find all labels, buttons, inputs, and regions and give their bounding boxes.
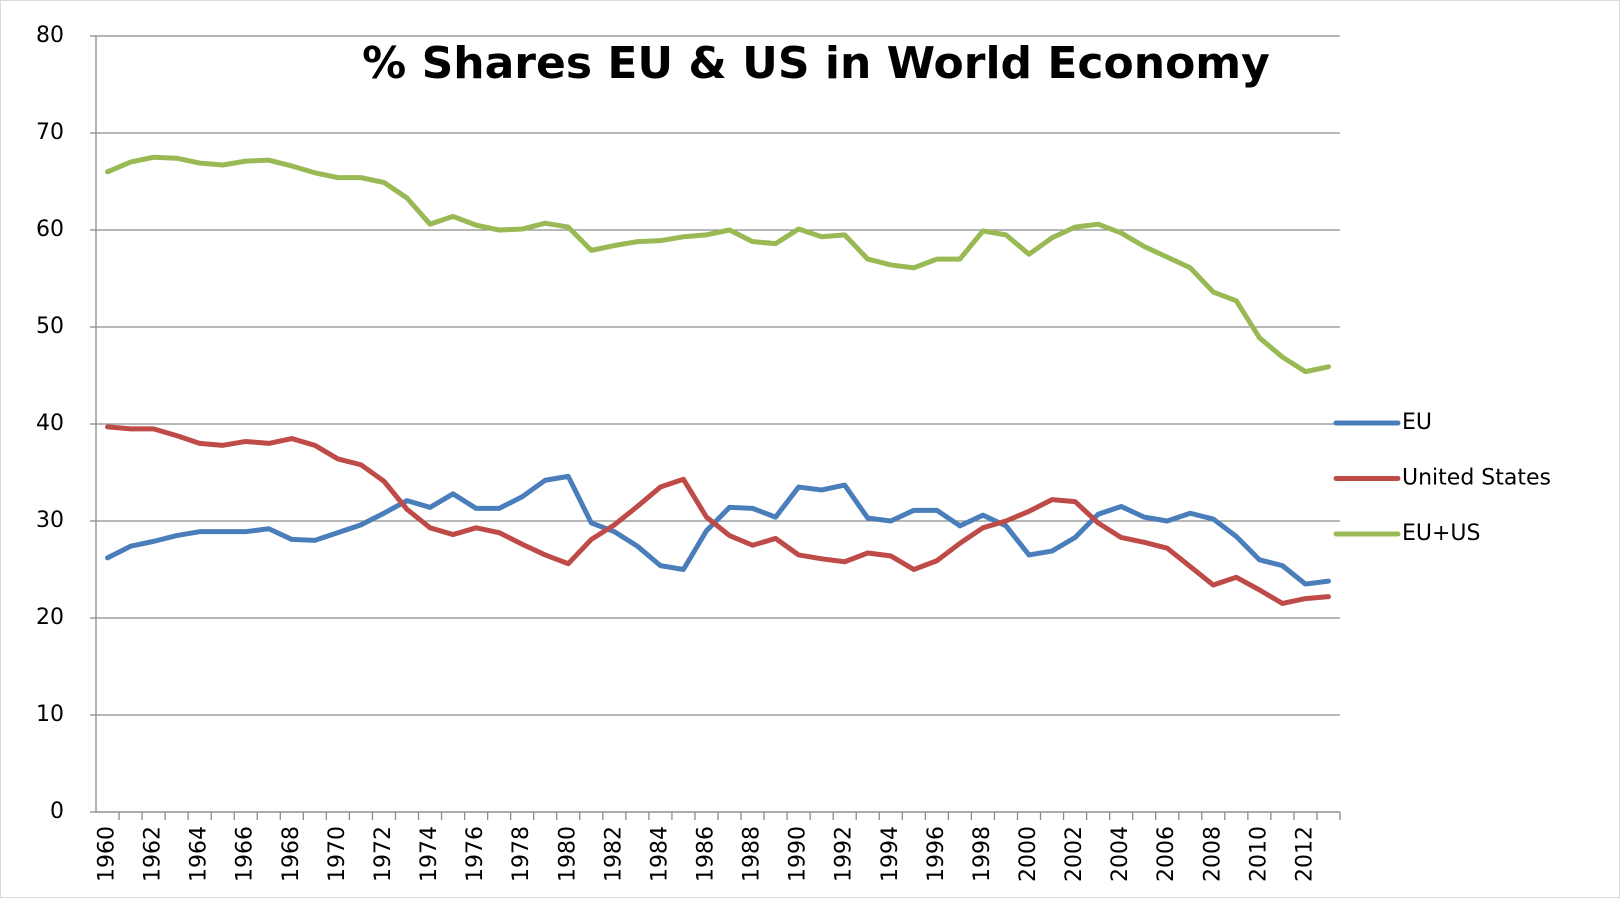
y-tick-label: 60 xyxy=(36,217,64,242)
x-tick-label: 1974 xyxy=(417,826,442,882)
data-line xyxy=(105,424,1331,606)
y-tick-label: 40 xyxy=(36,411,64,436)
x-tick-label: 1976 xyxy=(463,826,488,882)
x-tick-label: 2002 xyxy=(1062,826,1087,882)
y-tick-label: 80 xyxy=(36,23,64,48)
x-tick-label: 2008 xyxy=(1200,826,1225,882)
data-line xyxy=(105,154,1331,375)
y-tick-label: 20 xyxy=(36,605,64,630)
x-tick-label: 1972 xyxy=(371,826,396,882)
x-tick-label: 1960 xyxy=(95,826,120,882)
x-tick-label: 1994 xyxy=(878,826,903,882)
x-tick-label: 1980 xyxy=(555,826,580,882)
y-tick-label: 70 xyxy=(36,120,64,145)
x-tick-label: 1992 xyxy=(832,826,857,882)
x-tick-label: 1964 xyxy=(187,826,212,882)
x-tick-label: 1996 xyxy=(924,826,949,882)
chart-title: % Shares EU & US in World Economy xyxy=(362,38,1270,89)
x-tick-label: 1970 xyxy=(325,826,350,882)
x-tick-label: 1962 xyxy=(141,826,166,882)
x-tick-label: 2006 xyxy=(1154,826,1179,882)
y-tick-label: 30 xyxy=(36,508,64,533)
legend-label: United States xyxy=(1402,466,1551,491)
x-tick-label: 1984 xyxy=(647,826,672,882)
x-tick-label: 2010 xyxy=(1246,826,1271,882)
x-tick-label: 1978 xyxy=(509,826,534,882)
y-tick-label: 0 xyxy=(50,799,64,824)
legend-label: EU xyxy=(1402,410,1432,435)
x-tick-label: 2012 xyxy=(1292,826,1317,882)
x-tick-label: 1968 xyxy=(279,826,304,882)
y-tick-label: 50 xyxy=(36,314,64,339)
x-tick-label: 2000 xyxy=(1016,826,1041,882)
data-line xyxy=(105,473,1331,587)
y-tick-label: 10 xyxy=(36,702,64,727)
x-tick-label: 1988 xyxy=(740,826,765,882)
x-tick-label: 2004 xyxy=(1108,826,1133,882)
x-tick-label: 1986 xyxy=(693,826,718,882)
x-tick-label: 1982 xyxy=(601,826,626,882)
x-tick-label: 1990 xyxy=(786,826,811,882)
x-tick-label: 1966 xyxy=(233,826,258,882)
x-tick-label: 1998 xyxy=(970,826,995,882)
legend-label: EU+US xyxy=(1402,521,1481,546)
